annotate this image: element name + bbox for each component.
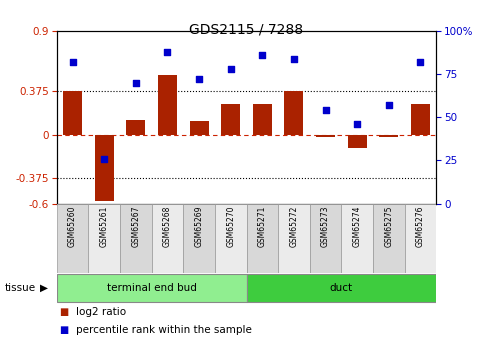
Bar [57, 204, 88, 273]
Bar [215, 204, 246, 273]
Point [100, 156, 108, 161]
Bar [341, 204, 373, 273]
Bar [284, 91, 304, 135]
Point [417, 59, 424, 65]
Text: GSM65274: GSM65274 [352, 206, 362, 247]
Text: GDS2115 / 7288: GDS2115 / 7288 [189, 22, 304, 37]
Text: GSM65260: GSM65260 [68, 206, 77, 247]
Point [132, 80, 140, 86]
Text: GSM65276: GSM65276 [416, 206, 425, 247]
Point [227, 66, 235, 72]
Point [290, 56, 298, 61]
Text: GSM65272: GSM65272 [289, 206, 298, 247]
Text: GSM65275: GSM65275 [385, 206, 393, 247]
Text: percentile rank within the sample: percentile rank within the sample [76, 325, 252, 335]
Bar [411, 104, 430, 135]
Bar [253, 104, 272, 135]
Bar [189, 121, 209, 135]
Bar [95, 135, 113, 201]
Text: GSM65269: GSM65269 [195, 206, 204, 247]
Text: ■: ■ [59, 325, 69, 335]
Bar [246, 274, 436, 302]
Bar [316, 135, 335, 137]
Text: GSM65270: GSM65270 [226, 206, 235, 247]
Text: duct: duct [330, 283, 353, 293]
Bar [246, 204, 278, 273]
Bar [221, 104, 240, 135]
Point [321, 108, 329, 113]
Bar [348, 135, 367, 148]
Point [69, 59, 76, 65]
Text: terminal end bud: terminal end bud [106, 283, 197, 293]
Text: ■: ■ [59, 307, 69, 317]
Text: GSM65261: GSM65261 [100, 206, 108, 247]
Bar [88, 204, 120, 273]
Text: GSM65271: GSM65271 [258, 206, 267, 247]
Bar [310, 204, 341, 273]
Bar [152, 204, 183, 273]
Point [164, 49, 172, 55]
Bar [126, 120, 145, 135]
Point [385, 102, 393, 108]
Text: log2 ratio: log2 ratio [76, 307, 127, 317]
Bar [57, 274, 246, 302]
Point [195, 77, 203, 82]
Text: GSM65267: GSM65267 [131, 206, 141, 247]
Text: GSM65268: GSM65268 [163, 206, 172, 247]
Text: ▶: ▶ [40, 283, 48, 293]
Bar [63, 91, 82, 135]
Bar [158, 75, 177, 135]
Bar [183, 204, 215, 273]
Text: GSM65273: GSM65273 [321, 206, 330, 247]
Bar [278, 204, 310, 273]
Point [258, 52, 266, 58]
Bar [120, 204, 152, 273]
Text: tissue: tissue [5, 283, 36, 293]
Bar [380, 135, 398, 137]
Bar [373, 204, 405, 273]
Point [353, 121, 361, 127]
Bar [405, 204, 436, 273]
